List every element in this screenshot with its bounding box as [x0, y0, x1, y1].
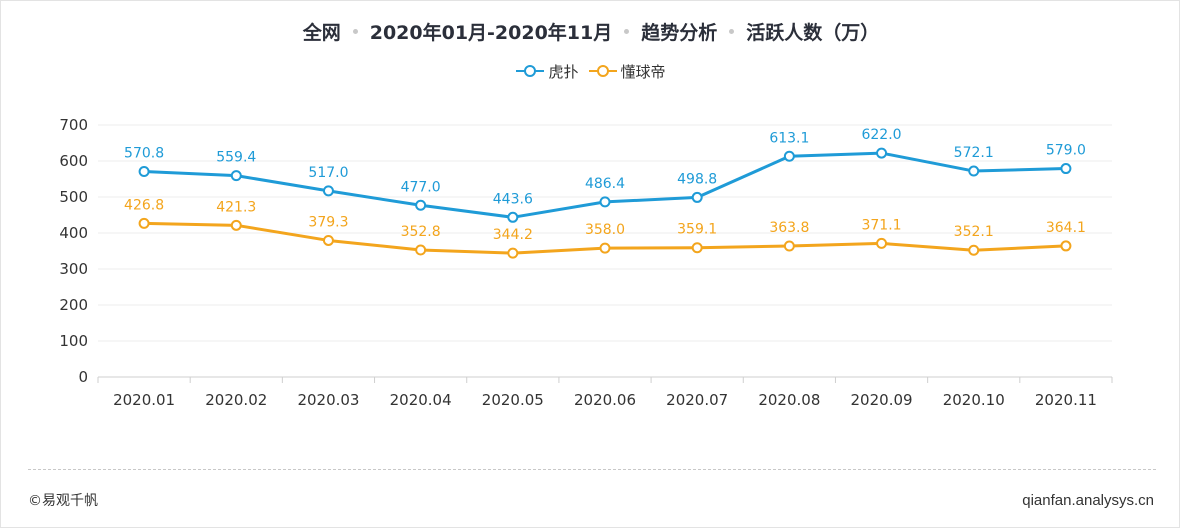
data-label: 622.0	[861, 127, 901, 143]
data-point	[507, 211, 519, 223]
data-label: 579.0	[1046, 143, 1086, 159]
data-label: 364.1	[1046, 220, 1086, 236]
data-point	[599, 196, 611, 208]
data-point	[138, 166, 150, 178]
y-tick-label: 600	[59, 152, 88, 170]
data-label: 559.4	[216, 150, 256, 166]
data-point	[322, 234, 334, 246]
data-point	[415, 244, 427, 256]
footer-divider	[28, 469, 1156, 470]
title-separator-dot	[352, 28, 358, 34]
x-tick-label: 2020.08	[758, 391, 820, 409]
data-label: 498.8	[677, 171, 717, 187]
x-tick-label: 2020.04	[390, 391, 452, 409]
data-point	[691, 191, 703, 203]
data-label: 517.0	[308, 165, 348, 181]
data-label: 477.0	[401, 179, 441, 195]
title-metric: 活跃人数（万）	[746, 21, 880, 44]
footer-brand: ©易观千帆	[28, 493, 98, 509]
y-tick-label: 100	[59, 332, 88, 350]
data-point	[599, 242, 611, 254]
legend-item-dongqiudi[interactable]: 懂球帝	[588, 61, 666, 82]
legend-label-hupu: 虎扑	[548, 62, 579, 81]
data-point	[322, 185, 334, 197]
data-label: 613.1	[769, 130, 809, 146]
title-separator-dot	[624, 28, 630, 34]
data-point	[507, 247, 519, 259]
x-tick-label: 2020.09	[851, 391, 913, 409]
data-label: 363.8	[769, 220, 809, 236]
data-point	[1060, 240, 1072, 252]
data-point	[876, 147, 888, 159]
legend-swatch-dongqiudi	[588, 65, 617, 77]
x-tick-label: 2020.11	[1035, 391, 1097, 409]
data-point	[1060, 163, 1072, 175]
legend-label-dongqiudi: 懂球帝	[620, 62, 666, 81]
data-label: 371.1	[861, 217, 901, 233]
x-tick-label: 2020.10	[943, 391, 1005, 409]
x-tick-label: 2020.06	[574, 391, 636, 409]
data-point	[415, 199, 427, 211]
data-point	[691, 242, 703, 254]
data-label: 426.8	[124, 197, 164, 213]
title-period: 2020年01月-2020年11月	[369, 21, 613, 44]
data-label: 379.3	[308, 214, 348, 230]
chart-title: 全网 2020年01月-2020年11月 趋势分析 活跃人数（万）	[0, 16, 1182, 46]
data-label: 572.1	[954, 145, 994, 161]
data-label: 352.8	[401, 224, 441, 240]
data-label: 421.3	[216, 199, 256, 215]
footer-site[interactable]: qianfan.analysys.cn	[1022, 492, 1154, 509]
x-tick-label: 2020.01	[113, 391, 175, 409]
data-label: 358.0	[585, 222, 625, 238]
data-point	[230, 219, 242, 231]
data-label: 570.8	[124, 146, 164, 162]
data-label: 486.4	[585, 176, 625, 192]
data-label: 443.6	[493, 191, 533, 207]
data-point	[968, 244, 980, 256]
data-point	[876, 237, 888, 249]
data-point	[783, 240, 795, 252]
legend-item-hupu[interactable]: 虎扑	[516, 61, 579, 82]
x-tick-label: 2020.03	[297, 391, 359, 409]
y-tick-label: 500	[59, 188, 88, 206]
data-label: 359.1	[677, 222, 717, 238]
legend-swatch-hupu	[516, 65, 545, 77]
data-point	[968, 165, 980, 177]
y-tick-label: 0	[78, 368, 88, 386]
x-tick-label: 2020.05	[482, 391, 544, 409]
chart-legend: 虎扑 懂球帝	[0, 60, 1182, 82]
title-scope: 全网	[302, 21, 341, 44]
data-label: 352.1	[954, 224, 994, 240]
y-tick-label: 400	[59, 224, 88, 242]
line-chart: 0 100 200 300 400 500 600 700 2020.01 2020.02 2020…	[59, 116, 1113, 409]
y-tick-label: 200	[59, 296, 88, 314]
y-tick-label: 700	[59, 116, 88, 134]
data-label: 344.2	[493, 227, 533, 243]
title-analysis: 趋势分析	[641, 21, 718, 44]
title-separator-dot	[729, 28, 735, 34]
x-tick-label: 2020.07	[666, 391, 728, 409]
x-tick-label: 2020.02	[205, 391, 267, 409]
y-tick-label: 300	[59, 260, 88, 278]
data-point	[230, 170, 242, 182]
data-point	[138, 217, 150, 229]
data-point	[783, 150, 795, 162]
